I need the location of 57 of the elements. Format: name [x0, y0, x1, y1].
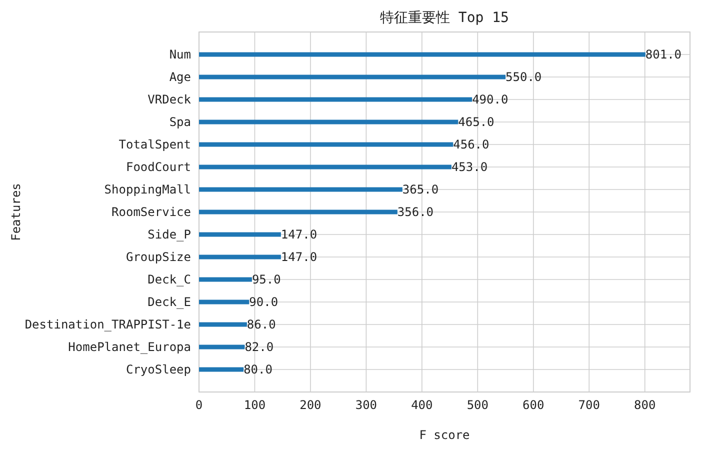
y-tick-label: FoodCourt	[126, 160, 191, 174]
bar	[199, 52, 646, 57]
data-label: 550.0	[506, 70, 542, 84]
data-label: 86.0	[246, 318, 276, 332]
y-tick-label: ShoppingMall	[104, 182, 191, 196]
data-label: 147.0	[280, 250, 318, 264]
bar	[199, 322, 247, 327]
y-tick-label: Destination_TRAPPIST-1e	[24, 318, 191, 332]
y-tick-label: Deck_E	[148, 295, 191, 309]
bar	[199, 187, 402, 192]
bar	[199, 254, 281, 260]
bar	[199, 142, 454, 147]
y-tick-label: CryoSleep	[126, 362, 191, 376]
bar	[199, 164, 452, 170]
data-label: 356.0	[397, 205, 434, 219]
data-label: 147.0	[280, 228, 318, 242]
data-label: 801.0	[645, 48, 682, 62]
bar	[199, 120, 458, 124]
bar	[199, 277, 252, 282]
y-tick-label: VRDeck	[148, 92, 192, 106]
x-tick-label: 100	[244, 398, 266, 412]
y-tick-label: TotalSpent	[118, 138, 191, 152]
bar	[199, 367, 244, 372]
x-axis-title: F score	[419, 428, 470, 442]
x-tick-label: 500	[466, 398, 489, 412]
y-tick-label: Spa	[169, 115, 191, 129]
y-tick-label: Deck_C	[148, 272, 191, 286]
chart-title: 特征重要性 Top 15	[380, 10, 510, 26]
y-tick-label: RoomService	[112, 205, 191, 219]
data-label: 365.0	[402, 182, 439, 196]
data-label: 95.0	[252, 272, 281, 286]
bar	[199, 344, 245, 350]
data-label: 453.0	[451, 160, 488, 174]
bar	[199, 210, 398, 214]
x-tick-label: 400	[411, 398, 433, 412]
data-label: 456.0	[453, 138, 490, 152]
data-label: 82.0	[244, 340, 274, 354]
y-axis-title: Features	[9, 183, 23, 241]
bar	[199, 97, 472, 102]
bar	[199, 300, 250, 304]
x-tick-label: 200	[300, 398, 322, 412]
x-tick-label: 700	[578, 398, 600, 412]
x-tick-label: 0	[195, 398, 203, 412]
data-label: 80.0	[244, 362, 272, 376]
y-tick-label: HomePlanet_Europa	[68, 340, 191, 354]
y-tick-label: GroupSize	[126, 250, 191, 264]
x-tick-label: 300	[355, 398, 378, 412]
x-tick-label: 800	[634, 398, 656, 412]
data-label: 490.0	[472, 92, 508, 106]
bar	[199, 232, 281, 237]
y-tick-label: Num	[169, 48, 191, 62]
y-tick-label: Age	[169, 70, 191, 84]
x-tick-label: 600	[522, 398, 544, 412]
data-label: 465.0	[458, 115, 494, 129]
bar	[199, 74, 506, 80]
data-label: 90.0	[249, 295, 278, 309]
y-tick-label: Side_P	[148, 228, 191, 242]
